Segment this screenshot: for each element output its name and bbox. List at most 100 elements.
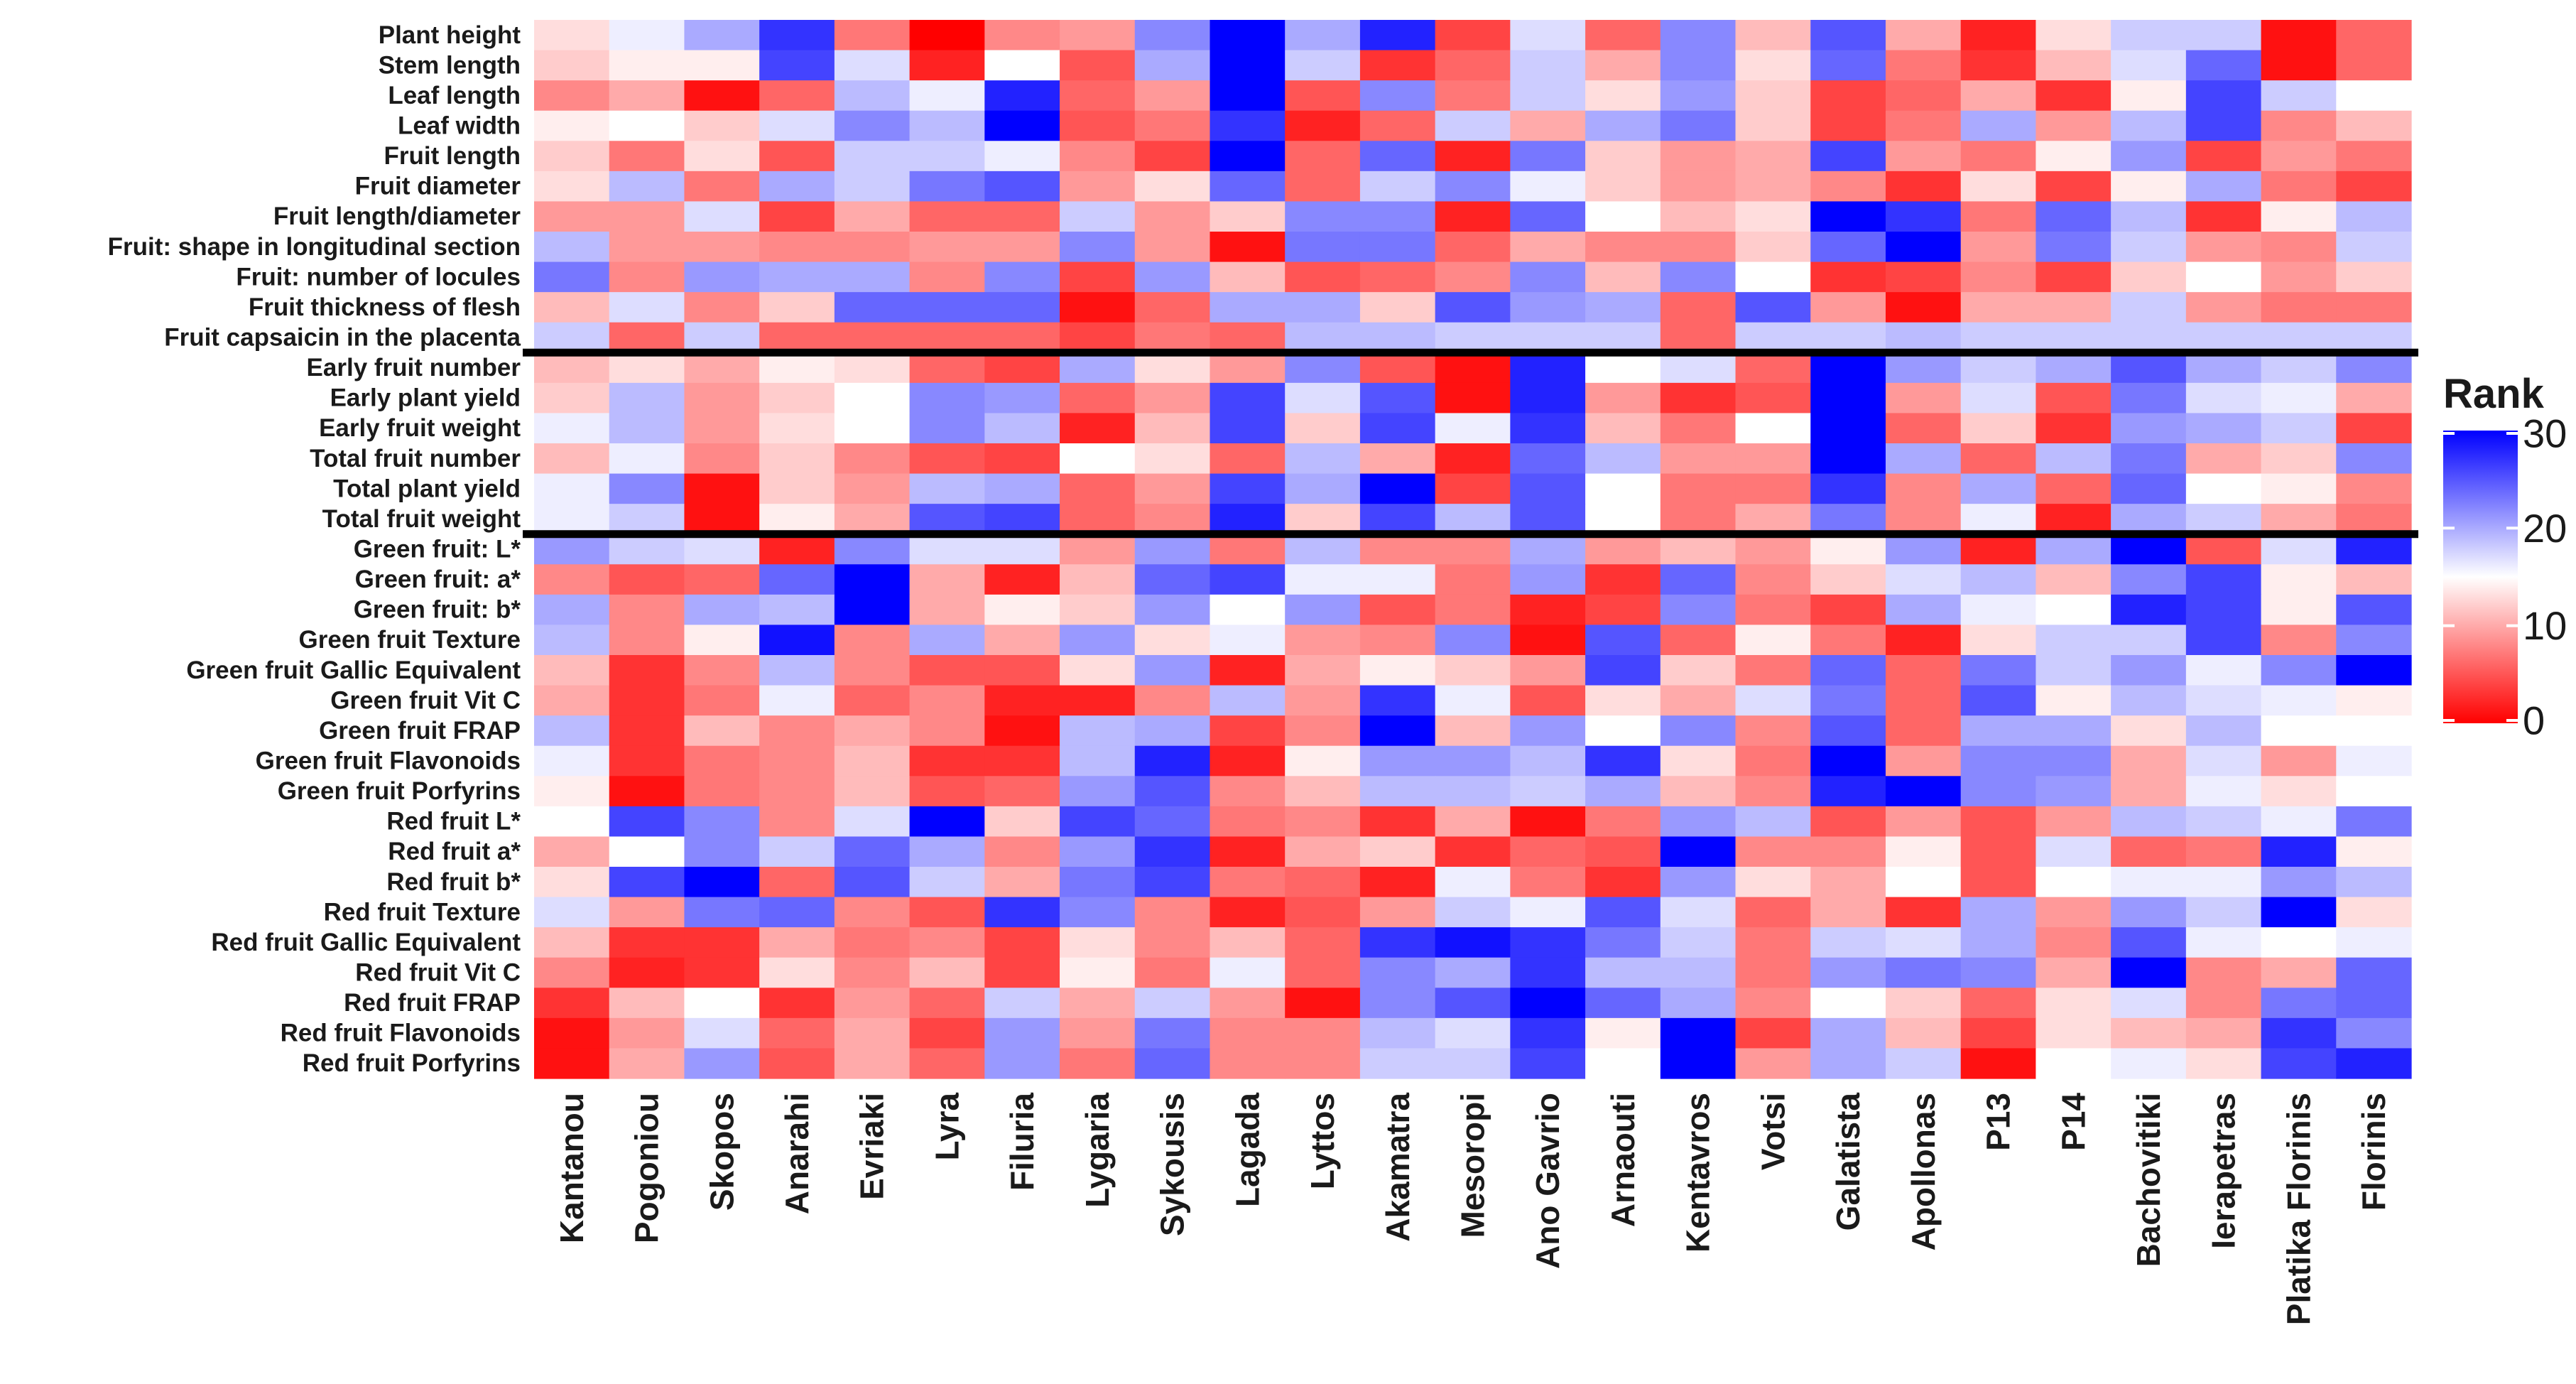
heatmap-cell	[1585, 927, 1661, 958]
heatmap-cell	[1660, 232, 1737, 263]
row-label: Green fruit FRAP	[319, 717, 521, 745]
heatmap-cell	[1510, 776, 1586, 807]
heatmap-cell	[1285, 110, 1361, 141]
heatmap-cell	[2336, 957, 2412, 988]
heatmap-cell	[2185, 141, 2262, 172]
heatmap-cell	[1810, 1017, 1886, 1049]
heatmap-cell	[1735, 473, 1811, 504]
heatmap-cell	[2336, 776, 2412, 807]
heatmap-cell	[984, 564, 1060, 595]
column-label: Pogoniou	[629, 1093, 665, 1243]
row-label: Fruit length/diameter	[273, 202, 521, 230]
heatmap-cell	[984, 897, 1060, 928]
heatmap-cell	[1585, 685, 1661, 716]
heatmap-cell	[2261, 867, 2337, 898]
heatmap-cell	[1060, 20, 1136, 51]
heatmap-cell	[609, 50, 685, 81]
heatmap-cell	[2036, 20, 2112, 51]
heatmap-cell	[909, 1017, 985, 1049]
heatmap-cell	[1510, 322, 1586, 353]
heatmap-cell	[2261, 232, 2337, 263]
heatmap-cell	[1660, 927, 1737, 958]
heatmap-cell	[1285, 594, 1361, 626]
heatmap-cell	[1210, 564, 1286, 595]
heatmap-cell	[684, 776, 760, 807]
heatmap-cell	[534, 745, 610, 777]
heatmap-cell	[1735, 534, 1811, 565]
legend-title: Rank	[2443, 371, 2545, 417]
heatmap-cell	[1060, 564, 1136, 595]
heatmap-cell	[834, 382, 911, 414]
heatmap-cell	[984, 685, 1060, 716]
heatmap-cell	[2261, 988, 2337, 1019]
heatmap-cell	[909, 806, 985, 838]
heatmap-cell	[909, 685, 985, 716]
heatmap-cell	[984, 201, 1060, 232]
heatmap-cell	[2111, 685, 2187, 716]
heatmap-cell	[2185, 382, 2262, 414]
heatmap-cell	[984, 20, 1060, 51]
heatmap-cell	[2185, 352, 2262, 384]
heatmap-cell	[534, 988, 610, 1019]
heatmap-cell	[1960, 655, 2036, 686]
heatmap-cell	[1735, 413, 1811, 444]
heatmap-cell	[1585, 141, 1661, 172]
heatmap-cell	[1885, 20, 1962, 51]
heatmap-cell	[534, 594, 610, 626]
heatmap-cell	[1585, 776, 1661, 807]
heatmap-cell	[1885, 201, 1962, 232]
heatmap-cell	[909, 292, 985, 323]
heatmap-cell	[684, 594, 760, 626]
heatmap-cell	[1660, 715, 1737, 747]
heatmap-cell	[1060, 80, 1136, 112]
heatmap-cell	[1435, 110, 1511, 141]
heatmap-cell	[1810, 685, 1886, 716]
heatmap-cell	[1435, 1017, 1511, 1049]
heatmap-cell	[1060, 1017, 1136, 1049]
heatmap-cell	[1210, 897, 1286, 928]
heatmap-cell	[1134, 20, 1211, 51]
heatmap-cell	[1810, 141, 1886, 172]
heatmap-cell	[1210, 655, 1286, 686]
heatmap-cell	[1134, 171, 1211, 202]
heatmap-cell	[1735, 504, 1811, 535]
heatmap-cell	[1585, 322, 1661, 353]
heatmap-cell	[1359, 382, 1436, 414]
heatmap-cell	[1660, 897, 1737, 928]
heatmap-cell	[1134, 141, 1211, 172]
heatmap-cell	[1210, 836, 1286, 867]
heatmap-cell	[1960, 867, 2036, 898]
heatmap-cell	[1735, 171, 1811, 202]
heatmap-cell	[909, 352, 985, 384]
heatmap-cell	[609, 715, 685, 747]
heatmap-cell	[759, 897, 835, 928]
heatmap-cell	[2185, 776, 2262, 807]
heatmap-cell	[984, 443, 1060, 475]
heatmap-cell	[2185, 50, 2262, 81]
heatmap-cell	[2261, 50, 2337, 81]
heatmap-cell	[609, 352, 685, 384]
heatmap-cell	[759, 50, 835, 81]
heatmap-cell	[1285, 806, 1361, 838]
column-label: Lyttos	[1304, 1093, 1341, 1189]
heatmap-cell	[2111, 322, 2187, 353]
heatmap-cell	[1885, 504, 1962, 535]
heatmap-cell	[2185, 261, 2262, 293]
heatmap-cell	[909, 745, 985, 777]
heatmap-cell	[1735, 80, 1811, 112]
heatmap-cell	[1585, 261, 1661, 293]
heatmap-cell	[1435, 564, 1511, 595]
heatmap-cell	[1285, 352, 1361, 384]
heatmap-cell	[1359, 988, 1436, 1019]
heatmap-cell	[2185, 201, 2262, 232]
heatmap-cell	[2336, 625, 2412, 656]
heatmap-cell	[1210, 625, 1286, 656]
heatmap-cell	[984, 80, 1060, 112]
heatmap-cell	[1435, 232, 1511, 263]
heatmap-cell	[1960, 473, 2036, 504]
heatmap-cell	[2111, 20, 2187, 51]
heatmap-cell	[1210, 382, 1286, 414]
heatmap-cell	[1060, 745, 1136, 777]
heatmap-cell	[2111, 957, 2187, 988]
heatmap-cell	[834, 141, 911, 172]
